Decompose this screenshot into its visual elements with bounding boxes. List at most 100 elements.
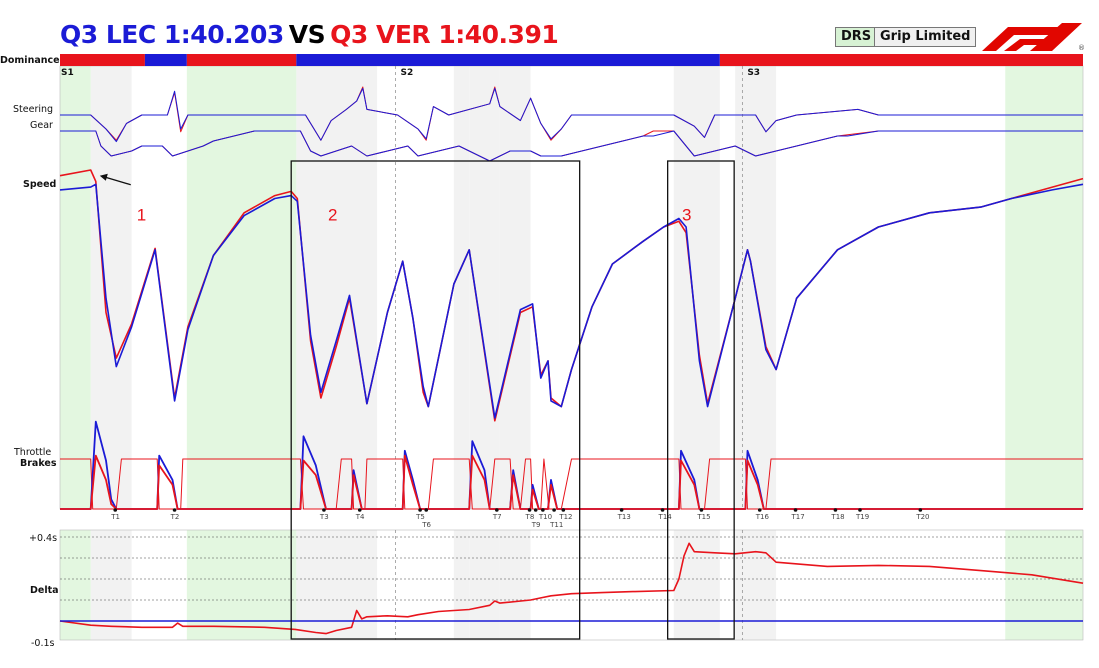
corner-label-t13: T13 — [617, 513, 631, 521]
corner-zone-delta-2 — [453, 530, 470, 640]
drs-zone-2 — [1005, 66, 1083, 509]
corner-label-t7: T7 — [492, 513, 502, 521]
gear-label: Gear — [30, 120, 53, 131]
driver-b-label: Q3 VER 1:40.391 — [330, 20, 559, 49]
sector-label-2: S3 — [747, 68, 760, 78]
corner-label-t18: T18 — [830, 513, 844, 521]
chart-title: Q3 LEC 1:40.203 VS Q3 VER 1:40.391 — [60, 20, 559, 49]
corner-zone-delta-0 — [90, 530, 132, 640]
steering-line-lec — [60, 87, 1083, 143]
corner-zone-delta-3 — [469, 530, 500, 640]
corner-zone-1 — [296, 66, 378, 509]
corner-dot-t2 — [172, 508, 177, 512]
dominance-segment-3 — [296, 54, 720, 66]
corner-label-t6: T6 — [421, 521, 431, 529]
corner-zone-0 — [90, 66, 132, 509]
speed-label: Speed — [23, 179, 56, 190]
corner-label-t9: T9 — [531, 521, 541, 529]
corner-dot-t4 — [357, 508, 362, 512]
corner-label-t3: T3 — [319, 513, 329, 521]
corner-label-t1: T1 — [110, 513, 120, 521]
f1-logo: ® — [982, 23, 1085, 52]
corner-dot-t16 — [757, 508, 762, 512]
dominance-segment-4 — [719, 54, 1083, 66]
throttle-label: Throttle — [13, 447, 51, 458]
corner-dot-t11 — [552, 508, 556, 512]
corner-label-t10: T10 — [538, 513, 552, 521]
corner-dot-t6 — [424, 508, 429, 512]
corner-label-t5: T5 — [415, 513, 425, 521]
vs-label: VS — [288, 20, 326, 49]
annotation-arrow-1 — [103, 176, 131, 186]
delta-tick-bottom: -0.1s — [31, 638, 55, 649]
annotation-box-3 — [667, 160, 735, 640]
corner-dot-t17 — [793, 508, 798, 512]
series-lines — [59, 86, 1084, 635]
corner-dot-t3 — [322, 508, 326, 512]
logo-registered-mark: ® — [1078, 44, 1085, 52]
corner-dot-t15 — [699, 508, 704, 512]
dominance-bar — [60, 54, 1083, 66]
corner-label-t11: T11 — [549, 521, 563, 529]
corner-zone-delta-6 — [735, 530, 777, 640]
corner-dot-t5 — [418, 508, 422, 512]
corner-dot-t1 — [113, 508, 118, 512]
corner-label-t20: T20 — [915, 513, 929, 521]
sector-label-1: S2 — [401, 68, 414, 78]
corner-zone-delta-4 — [499, 530, 531, 640]
corner-zone-4 — [499, 66, 531, 509]
corner-label-t16: T16 — [755, 513, 770, 521]
corner-dot-t19 — [858, 508, 862, 512]
corner-dot-t9 — [533, 508, 538, 512]
corner-label-t12: T12 — [558, 513, 572, 521]
brakes-label: Brakes — [20, 458, 57, 469]
dominance-label: Dominance — [0, 55, 60, 66]
delta-tick-top: +0.4s — [29, 533, 57, 544]
brakes-line-ver — [60, 454, 1083, 510]
corner-zone-delta-5 — [673, 530, 720, 640]
corner-label-t15: T15 — [696, 513, 710, 521]
dominance-segment-1 — [144, 54, 187, 66]
grip-limited-badge: Grip Limited — [874, 27, 977, 47]
corner-label-t19: T19 — [855, 513, 869, 521]
speed-line-lec — [59, 183, 1084, 419]
drs-zone-delta-2 — [1005, 530, 1083, 640]
steering-label: Steering — [13, 104, 53, 115]
corner-dot-t7 — [495, 508, 499, 512]
corner-dot-t8 — [527, 508, 532, 512]
sector-markers: S1 S2 S3 — [61, 66, 760, 640]
driver-a-label: Q3 LEC 1:40.203 — [60, 20, 284, 49]
drs-zone-delta-1 — [186, 530, 297, 640]
drs-zone-1 — [186, 66, 297, 509]
corner-zone-2 — [453, 66, 470, 509]
corner-label-t17: T17 — [791, 513, 805, 521]
drs-zone-0 — [60, 66, 91, 509]
corner-dot-t14 — [660, 508, 665, 512]
annotation-label-3: 3 — [682, 205, 691, 224]
delta-label: Delta — [30, 585, 59, 596]
annotation-arrowhead-1 — [99, 173, 108, 181]
corner-label-t2: T2 — [170, 513, 180, 521]
annotation-box-2 — [290, 160, 581, 640]
sector-label-0: S1 — [61, 68, 74, 78]
delta-panel-border — [59, 529, 1084, 641]
corner-dot-t13 — [619, 508, 624, 512]
corner-label-t8: T8 — [525, 513, 535, 521]
corner-label-t14: T14 — [658, 513, 673, 521]
delta-line-ver — [59, 542, 1084, 635]
annotation-label-1: 1 — [137, 205, 146, 224]
dominance-segment-2 — [186, 54, 297, 66]
corner-dot-t20 — [918, 508, 923, 512]
corner-dot-t18 — [833, 508, 838, 512]
corner-label-t4: T4 — [355, 513, 365, 521]
annotations: 1 2 3 — [99, 160, 735, 640]
gear-line-lec — [60, 130, 1083, 162]
zone-backgrounds — [60, 66, 1083, 640]
annotation-label-2: 2 — [328, 205, 337, 224]
corner-zone-delta-1 — [296, 530, 378, 640]
dominance-segment-0 — [60, 54, 145, 66]
corner-zone-5 — [673, 66, 720, 509]
corner-dot-t10 — [541, 508, 545, 512]
